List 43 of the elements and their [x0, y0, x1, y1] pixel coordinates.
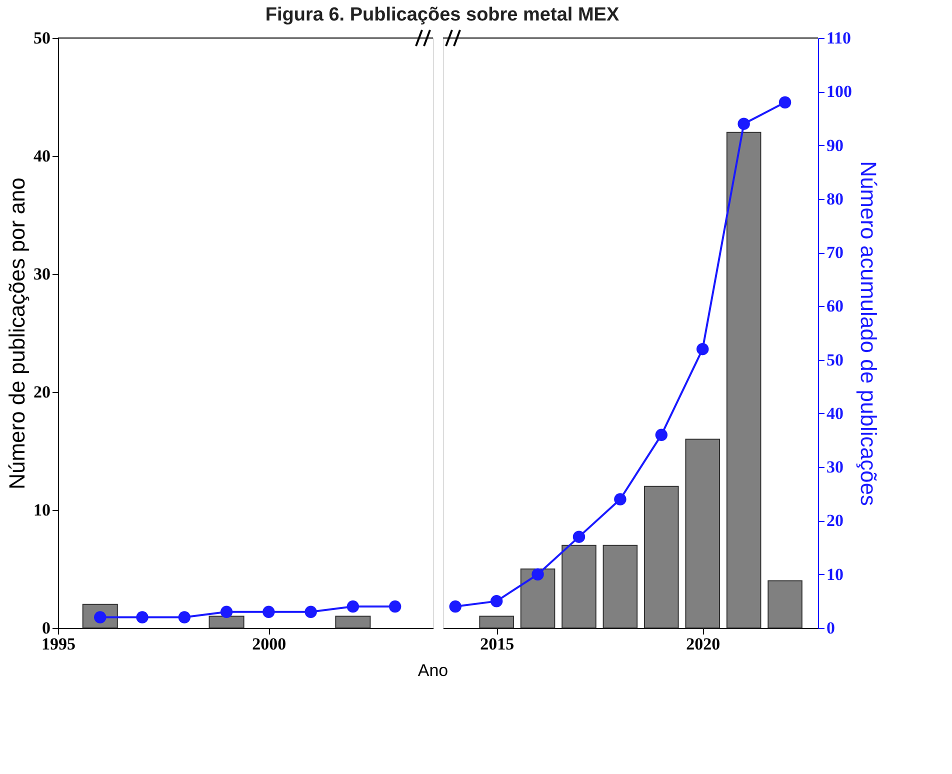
point — [696, 342, 709, 356]
y-tick-label: 10 — [34, 500, 50, 520]
point — [655, 428, 668, 442]
y2-tick-label: 60 — [826, 296, 844, 316]
y-tick-label: 0 — [42, 618, 50, 638]
y-tick-label: 40 — [34, 146, 50, 166]
point — [738, 118, 750, 130]
y2-tick-label: 20 — [826, 511, 844, 530]
y2-tick-label: 100 — [826, 82, 852, 102]
y2-tick-label: 0 — [826, 618, 835, 638]
x-tick-label: 1995 — [42, 634, 76, 654]
y-tick-label: 30 — [34, 264, 50, 284]
bar — [644, 486, 679, 628]
y2-tick-label: 50 — [826, 350, 844, 370]
bar — [602, 544, 638, 628]
y2-tick-label: 10 — [826, 564, 844, 584]
chart-title: Figura 6. Publicações sobre metal MEX — [265, 4, 620, 26]
y2-axis-title: Número acumulado de publicações — [856, 161, 881, 506]
point — [449, 600, 462, 613]
y-tick-label: 50 — [34, 28, 50, 48]
point — [490, 595, 503, 608]
y-tick-label: 20 — [34, 382, 50, 402]
x-tick-label: 2000 — [252, 634, 286, 654]
x-tick-label: 2015 — [480, 634, 514, 654]
y2-tick-label: 40 — [826, 404, 844, 423]
x-axis-title: Ano — [418, 661, 448, 680]
point — [778, 96, 792, 108]
y-axis-title: Número de publicações por ano — [4, 178, 30, 490]
x-tick-label: 2020 — [686, 634, 720, 654]
y2-tick-label: 70 — [826, 243, 844, 262]
bar — [726, 132, 762, 628]
bar — [562, 544, 596, 628]
bar — [768, 580, 802, 628]
y2-tick-label: 90 — [826, 136, 844, 155]
y2-tick-label: 80 — [826, 189, 844, 208]
bar — [479, 616, 514, 628]
point — [532, 568, 544, 580]
point — [614, 493, 626, 506]
y2-tick-label: 30 — [826, 458, 844, 477]
bar — [685, 438, 720, 628]
y2-tick-label: 110 — [826, 28, 852, 48]
bar — [520, 568, 556, 628]
point — [572, 530, 586, 543]
